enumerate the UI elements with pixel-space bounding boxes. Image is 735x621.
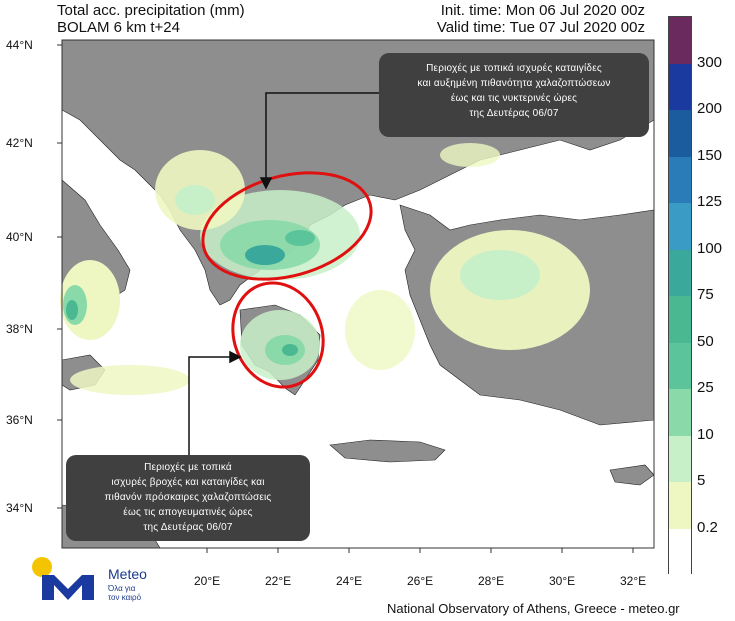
lon-label-26: 26°E (407, 574, 434, 588)
map-frame (61, 39, 655, 549)
colorbar-segment (669, 203, 691, 250)
logo-tagline: Όλα για τον καιρό (108, 584, 142, 602)
lat-label-44: 44°N (6, 38, 33, 52)
callout-line: έως τις απογευματινές ώρες (123, 507, 253, 518)
colorbar-segment (669, 63, 691, 111)
colorbar-segment (669, 482, 691, 529)
lat-ticks (57, 44, 62, 509)
lon-label-20: 20°E (194, 574, 221, 588)
colorbar-label: 125 (697, 193, 723, 210)
lon-label-28: 28°E (478, 574, 505, 588)
colorbar-label: 100 (697, 239, 723, 257)
colorbar-segment (669, 528, 691, 576)
lon-label-32: 32°E (620, 574, 647, 588)
colorbar-segment (669, 342, 691, 390)
colorbar-label: 200 (697, 100, 723, 117)
colorbar-segment (669, 156, 691, 204)
south-callout-arrow (188, 350, 242, 455)
lon-label-24: 24°E (336, 574, 363, 588)
colorbar-label: 10 (697, 425, 714, 443)
lon-label-22: 22°E (265, 574, 292, 588)
model-label: BOLAM 6 km t+24 (57, 19, 180, 36)
callout-line: ισχυρές βροχές και καταιγίδες και (111, 477, 265, 488)
colorbar-segment (669, 17, 691, 64)
callout-line: Περιοχές με τοπικά (144, 462, 232, 473)
precip-shading (60, 143, 590, 395)
m-glyph-icon (42, 575, 94, 600)
map-title: Total acc. precipitation (mm) (57, 2, 245, 19)
lat-label-40: 40°N (6, 230, 33, 244)
init-time: Init. time: Mon 06 Jul 2020 00z (440, 2, 645, 19)
callout-line: έως και τις νυκτερινές ώρες (450, 93, 578, 104)
lat-label-34: 34°N (6, 501, 33, 515)
callout-line: της Δευτέρας 06/07 (143, 522, 233, 533)
colorbar-label: 150 (697, 146, 723, 164)
callout-line: πιθανόν πρόσκαιρες χαλαζοπτώσεις (104, 492, 272, 503)
colorbar-label: 0.2 (697, 518, 718, 536)
colorbar-segment (669, 296, 691, 343)
colorbar-segment (669, 249, 691, 297)
north-highlight-ellipse (201, 171, 373, 281)
sun-icon (32, 557, 52, 577)
crete-land (329, 439, 446, 463)
colorbar-label: 25 (697, 379, 714, 396)
lat-label-38: 38°N (6, 322, 33, 336)
north-callout-arrow (259, 92, 379, 190)
north-storm-callout: Περιοχές με τοπικά ισχυρές καταιγίδες κα… (379, 53, 649, 137)
callout-line: της Δευτέρας 06/07 (469, 108, 559, 119)
callout-line: και αυξημένη πιθανότητα χαλαζοπτώσεων (417, 78, 611, 89)
colorbar-segment (669, 435, 691, 483)
colorbar-segment (669, 110, 691, 157)
colorbar-label: 300 (697, 53, 723, 71)
meteo-logo (32, 557, 94, 600)
lon-ticks (206, 548, 634, 553)
south-highlight-ellipse (231, 281, 325, 389)
callout-line: Περιοχές με τοπικά ισχυρές καταιγίδες (426, 63, 602, 74)
colorbar-label: 50 (697, 332, 714, 350)
lat-label-42: 42°N (6, 136, 33, 150)
valid-time: Valid time: Tue 07 Jul 2020 00z (436, 19, 645, 36)
cyprus-land (609, 464, 655, 486)
colorbar (668, 16, 692, 576)
colorbar-label: 75 (697, 286, 714, 303)
colorbar-segment (669, 389, 691, 436)
logo-wordmark: Meteo (108, 566, 147, 582)
south-rain-callout: Περιοχές με τοπικά ισχυρές βροχές και κα… (66, 455, 310, 541)
lon-label-30: 30°E (549, 574, 576, 588)
footer-credit: National Observatory of Athens, Greece -… (387, 601, 680, 616)
colorbar-label: 5 (697, 472, 706, 489)
lat-label-36: 36°N (6, 413, 33, 427)
